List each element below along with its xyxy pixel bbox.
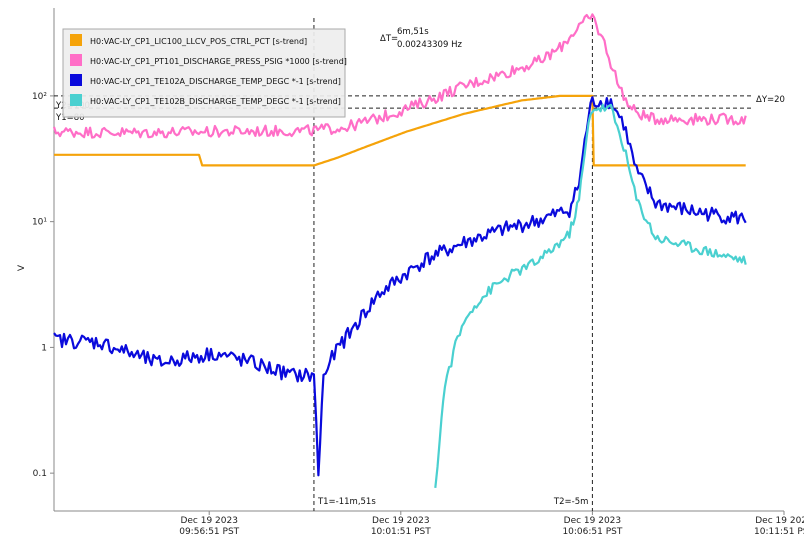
y-tick-label: 10¹ (32, 218, 47, 228)
x-tick-label-time: 10:01:51 PST (371, 527, 431, 537)
x-tick-label-time: 10:11:51 PST (754, 527, 804, 537)
cursor-y1-label: Y1=80 (55, 113, 85, 123)
series-layer (52, 13, 747, 489)
x-tick-label-date: Dec 19 2023 (755, 516, 804, 526)
legend-box (62, 28, 346, 118)
delta-t-frequency: 0.00243309 Hz (397, 40, 462, 50)
legend-label: H0:VAC-LY_CP1_TE102A_DISCHARGE_TEMP_DEGC… (90, 77, 341, 86)
delta-y-label: ΔY=20 (756, 95, 785, 105)
series-line-4 (434, 103, 747, 489)
y-axis-ticks: 0.1 1 10¹ 10² (32, 92, 54, 479)
y-axis-label: V (17, 264, 27, 271)
series-line-3 (53, 96, 747, 477)
y-tick-label: 10² (32, 92, 47, 102)
legend-swatch (70, 54, 82, 66)
legend-swatch (70, 74, 82, 86)
delta-t-prefix: ΔT= (380, 34, 398, 44)
x-tick-label-date: Dec 19 2023 (372, 516, 430, 526)
series-line-2 (52, 13, 747, 139)
cursor-t2-label: T2=-5m (553, 497, 588, 507)
cursor-t1-label: T1=-11m,51s (317, 497, 376, 507)
x-tick-label-date: Dec 19 2023 (564, 516, 622, 526)
x-tick-label-date: Dec 19 2023 (180, 516, 238, 526)
legend-label: H0:VAC-LY_CP1_TE102B_DISCHARGE_TEMP_DEGC… (90, 97, 341, 106)
y-tick-label: 0.1 (33, 469, 47, 479)
delta-t-value: 6m,51s (397, 27, 429, 37)
x-tick-label-time: 10:06:51 PST (562, 527, 622, 537)
legend: H0:VAC-LY_CP1_LIC100_LLCV_POS_CTRL_PCT [… (62, 28, 347, 118)
legend-label: H0:VAC-LY_CP1_LIC100_LLCV_POS_CTRL_PCT [… (90, 37, 307, 46)
legend-label: H0:VAC-LY_CP1_PT101_DISCHARGE_PRESS_PSIG… (90, 57, 347, 66)
legend-swatch (70, 94, 82, 106)
y-tick-label: 1 (41, 343, 47, 353)
series-line-1 (54, 94, 746, 167)
legend-swatch (70, 34, 82, 46)
x-tick-label-time: 09:56:51 PST (179, 527, 239, 537)
